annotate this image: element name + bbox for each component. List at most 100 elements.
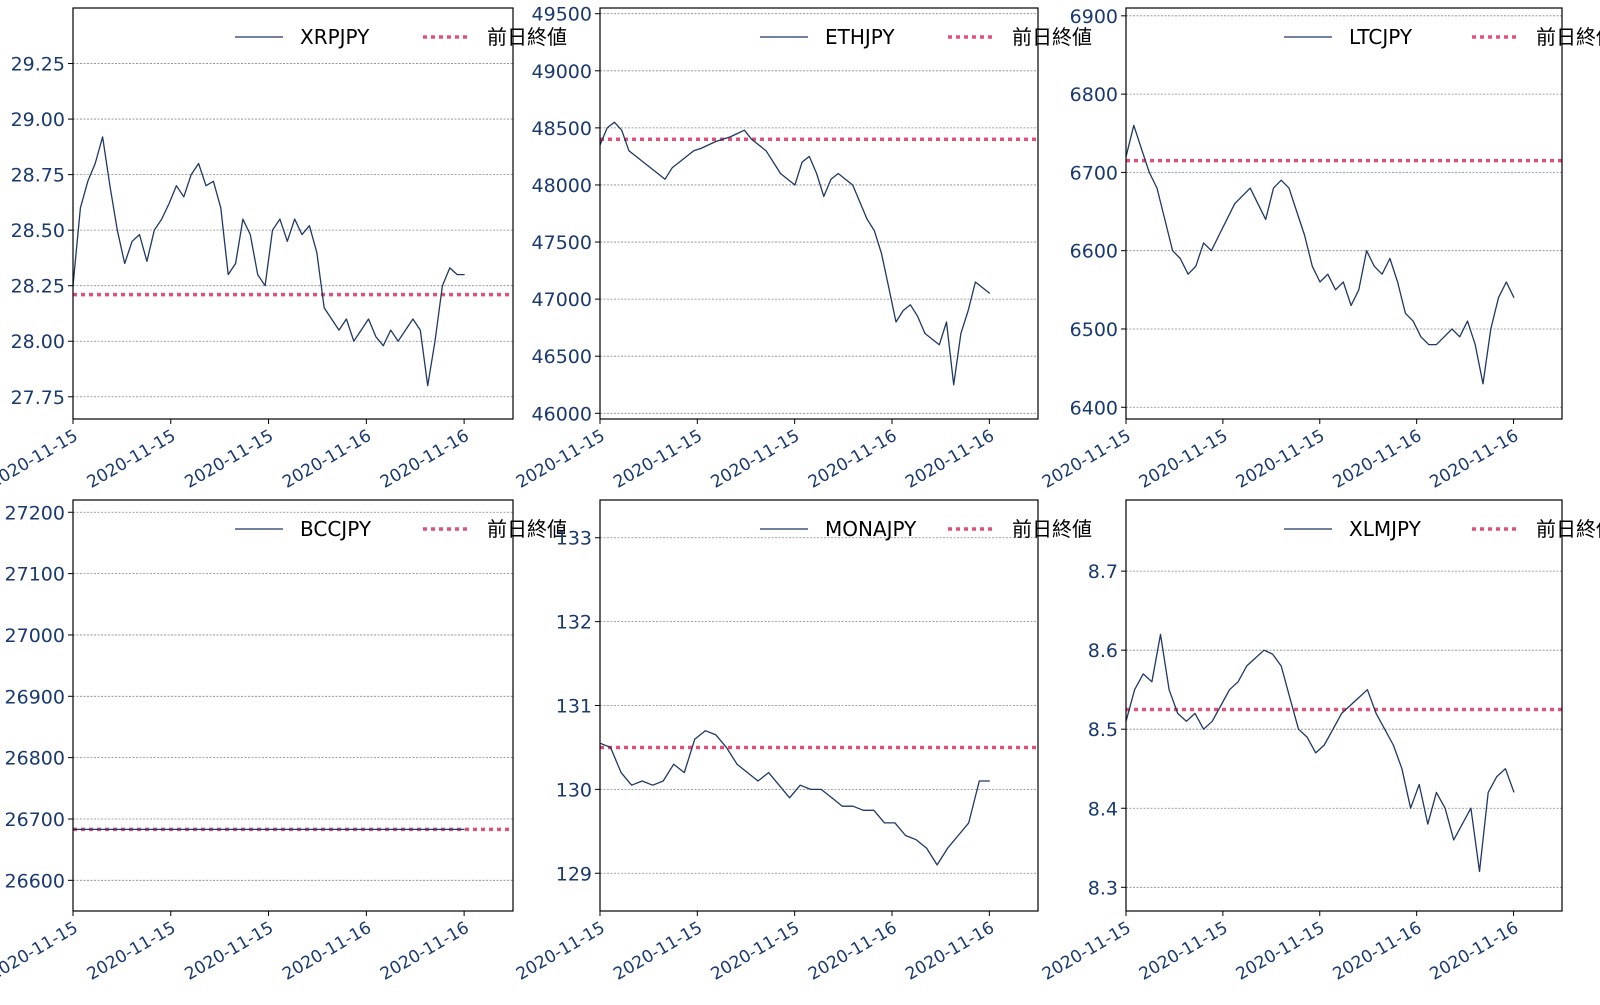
price-series-line: [72, 136, 465, 387]
price-series-line: [599, 730, 990, 866]
y-tick-label: 28.75: [11, 165, 65, 187]
legend-label-price: XRPJPY: [300, 25, 370, 49]
x-tick-label: 2020-11-15: [181, 918, 277, 985]
y-tick-label: 27.75: [11, 387, 65, 409]
plot-frame: [72, 7, 514, 420]
plot-frame: [599, 7, 1039, 420]
y-tick-label: 27200: [5, 502, 65, 524]
x-tick-label: 2020-11-15: [1039, 918, 1135, 985]
x-tick-label: 2020-11-15: [1233, 918, 1329, 985]
x-tick-label: 2020-11-15: [610, 426, 706, 493]
x-tick-label: 2020-11-16: [1330, 918, 1426, 985]
plot-frame: [599, 499, 1039, 912]
plot-frame: [1125, 499, 1563, 912]
legend-label-prev-close: 前日終値: [1012, 517, 1092, 541]
legend: LTCJPY 前日終値: [1284, 25, 1600, 49]
legend: XRPJPY 前日終値: [235, 25, 567, 49]
x-tick-label: 2020-11-15: [708, 918, 804, 985]
legend: MONAJPY 前日終値: [760, 517, 1092, 541]
y-tick-label: 28.25: [11, 276, 65, 298]
chart-panel-3: 26600 26700 26800 26900 27000 27100 27200 2020-…: [0, 499, 567, 985]
y-tick-label: 48000: [532, 175, 592, 197]
y-tick-label: 47000: [532, 289, 592, 311]
x-tick-label: 2020-11-15: [610, 918, 706, 985]
y-tick-label: 132: [556, 612, 592, 634]
legend-label-price: LTCJPY: [1349, 25, 1413, 49]
x-tick-label: 2020-11-16: [279, 918, 375, 985]
y-tick-label: 8.5: [1088, 719, 1118, 741]
x-tick-label: 2020-11-16: [1330, 426, 1426, 493]
legend-label-price: ETHJPY: [825, 25, 895, 49]
x-tick-label: 2020-11-15: [513, 918, 609, 985]
price-series-line: [1125, 124, 1515, 385]
chart-panel-0: 27.75 28.00 28.25 28.50 28.75 29.00 29.25 2020-…: [0, 7, 567, 493]
legend: XLMJPY 前日終値: [1284, 517, 1600, 541]
y-tick-label: 6900: [1070, 6, 1118, 28]
x-tick-label: 2020-11-16: [377, 426, 473, 493]
y-tick-label: 6500: [1070, 319, 1118, 341]
y-tick-label: 8.6: [1088, 640, 1118, 662]
plot-frame: [72, 499, 514, 912]
y-tick-label: 28.00: [11, 331, 65, 353]
x-tick-label: 2020-11-16: [805, 426, 901, 493]
y-tick-label: 47500: [532, 232, 592, 254]
x-tick-label: 2020-11-15: [0, 426, 81, 493]
x-tick-label: 2020-11-15: [181, 426, 277, 493]
x-tick-label: 2020-11-15: [84, 426, 180, 493]
y-tick-label: 26700: [5, 809, 65, 831]
legend: ETHJPY 前日終値: [760, 25, 1092, 49]
x-tick-label: 2020-11-15: [1233, 426, 1329, 493]
y-tick-label: 49500: [532, 4, 592, 26]
x-tick-label: 2020-11-15: [84, 918, 180, 985]
y-tick-label: 46000: [532, 403, 592, 425]
x-tick-label: 2020-11-15: [1039, 426, 1135, 493]
y-tick-label: 26800: [5, 748, 65, 770]
y-tick-label: 8.7: [1088, 561, 1118, 583]
y-tick-label: 46500: [532, 346, 592, 368]
legend-label-prev-close: 前日終値: [1012, 25, 1092, 49]
x-tick-label: 2020-11-16: [902, 918, 998, 985]
legend-label-prev-close: 前日終値: [487, 517, 567, 541]
plot-frame: [1125, 7, 1563, 420]
x-tick-label: 2020-11-16: [1426, 918, 1522, 985]
x-tick-label: 2020-11-16: [279, 426, 375, 493]
x-tick-label: 2020-11-15: [513, 426, 609, 493]
y-tick-label: 8.4: [1088, 798, 1118, 820]
y-tick-label: 27100: [5, 564, 65, 586]
y-tick-label: 131: [556, 696, 592, 718]
y-tick-label: 48500: [532, 118, 592, 140]
y-tick-label: 6800: [1070, 84, 1118, 106]
y-tick-label: 26900: [5, 686, 65, 708]
legend-label-prev-close: 前日終値: [487, 25, 567, 49]
chart-panel-1: 46000 46500 47000 47500 48000 48500 49000 49500…: [513, 4, 1092, 493]
x-tick-label: 2020-11-16: [1426, 426, 1522, 493]
legend-label-prev-close: 前日終値: [1536, 25, 1600, 49]
y-tick-label: 29.25: [11, 54, 65, 76]
x-tick-label: 2020-11-16: [377, 918, 473, 985]
y-tick-label: 26600: [5, 870, 65, 892]
x-tick-label: 2020-11-15: [0, 918, 81, 985]
x-tick-label: 2020-11-16: [805, 918, 901, 985]
x-tick-label: 2020-11-15: [708, 426, 804, 493]
x-tick-label: 2020-11-16: [902, 426, 998, 493]
x-tick-label: 2020-11-15: [1136, 426, 1232, 493]
y-tick-label: 29.00: [11, 109, 65, 131]
legend-label-prev-close: 前日終値: [1536, 517, 1600, 541]
y-tick-label: 129: [556, 863, 592, 885]
legend: BCCJPY 前日終値: [235, 517, 567, 541]
legend-label-price: XLMJPY: [1349, 517, 1422, 541]
y-tick-label: 27000: [5, 625, 65, 647]
y-tick-label: 130: [556, 779, 592, 801]
y-tick-label: 6600: [1070, 241, 1118, 263]
legend-label-price: MONAJPY: [825, 517, 917, 541]
y-tick-label: 28.50: [11, 220, 65, 242]
x-tick-label: 2020-11-15: [1136, 918, 1232, 985]
y-tick-label: 49000: [532, 61, 592, 83]
y-tick-label: 133: [556, 528, 592, 550]
price-series-line: [599, 121, 991, 386]
y-tick-label: 6700: [1070, 162, 1118, 184]
